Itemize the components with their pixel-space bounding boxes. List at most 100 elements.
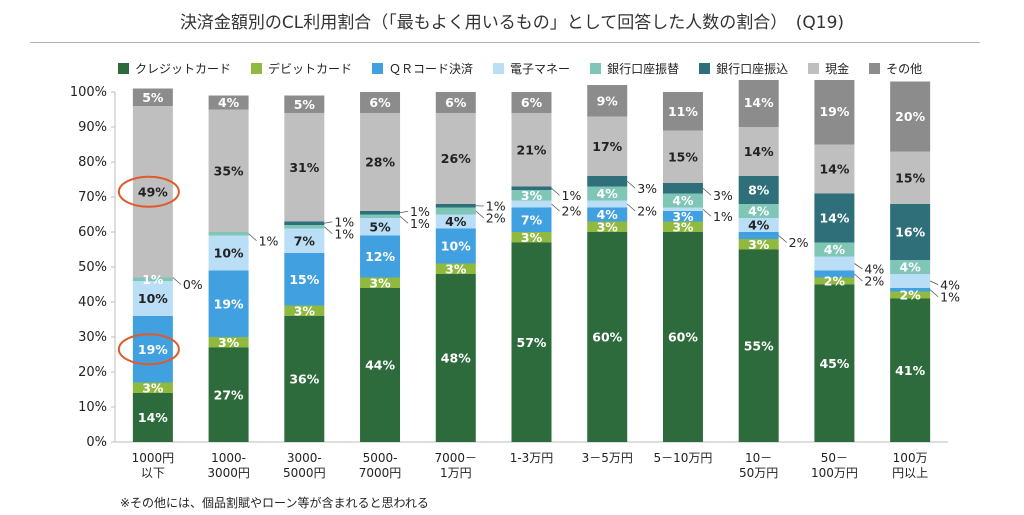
bar-segment [284,316,325,442]
bar-segment [284,225,325,229]
bar-segment [435,263,476,274]
leader-line [551,187,560,196]
bar-segment [511,190,552,201]
bar-data-label-outside: 2% [789,235,809,250]
y-tick-label: 10% [78,400,107,415]
bar-segment [511,186,552,190]
bar-segment [435,214,476,229]
bar-segment [360,288,401,442]
bar-segment [738,204,779,218]
bar-segment [814,277,855,285]
chart-footnote: ※その他には、個品割賦やローン等が含まれると思われる [120,496,429,510]
bar-segment [814,242,855,257]
x-tick-label: 10－ 50万円 [739,451,778,480]
bar-segment [132,281,173,316]
bar-segment [890,274,931,288]
bar-data-label-outside: 1% [562,188,582,203]
bar-segment [662,211,703,222]
chart-legend: クレジットカード デビットカード ＱＲコード決済 電子マネー 銀行口座振替 銀行口座振込 現… [118,58,978,78]
y-tick-label: 20% [78,365,107,380]
legend-item: 現金 [808,58,849,78]
bar-data-label: 15% [668,149,698,164]
bar-segment [132,393,173,442]
bar-data-label: 26% [441,151,471,166]
bar-segment [208,95,249,110]
legend-label: その他 [886,61,923,76]
bar-data-label: 8% [748,183,770,198]
bar-data-label: 19% [214,296,244,311]
bar-data-label: 35% [214,163,244,178]
leader-line [929,280,939,286]
leader-line [475,210,485,219]
bar-data-label: 31% [289,160,319,175]
bar-segment [662,193,703,208]
annotation-ellipse [117,333,180,366]
bar-segment [208,347,249,442]
bar-segment [132,88,173,106]
bar-segment [435,113,476,204]
bar-segment [890,288,931,292]
bar-data-label: 15% [895,170,925,185]
bar-data-label: 3% [445,261,467,276]
bar-segment [284,253,325,306]
leader-line [778,235,787,243]
bar-data-label-outside: 0% [183,277,203,292]
bar-data-label: 19% [138,342,168,357]
leader-line [551,203,560,212]
bar-segment [738,176,779,204]
bar-data-label: 4% [748,204,770,219]
bar-segment [435,92,476,113]
bar-segment [511,232,552,243]
legend-label: クレジットカード [135,61,232,76]
bar-segment [662,221,703,232]
bar-segment [208,232,249,236]
y-tick-label: 90% [78,120,107,135]
bar-data-label-outside: 1% [410,204,430,219]
bar-data-label: 4% [597,186,619,201]
bar-segment [587,186,628,201]
bar-data-label: 4% [900,260,922,275]
bar-segment [208,337,249,348]
bar-segment [814,270,855,278]
bar-segment [511,200,552,208]
bar-segment [587,221,628,232]
bar-segment [587,200,628,208]
bar-segment [284,228,325,253]
leader-line [324,221,333,224]
bar-data-label-outside: 2% [864,274,884,289]
bar-segment [511,207,552,232]
bar-data-label: 10% [138,291,168,306]
bar-segment [662,92,703,131]
bar-data-label: 12% [365,249,395,264]
legend-item: 電子マネー [493,58,570,78]
bar-data-label: 14% [819,211,849,226]
leader-line [172,277,182,285]
leader-line [399,210,409,214]
legend-label: 現金 [825,61,850,76]
bar-segment [738,232,779,239]
bar-data-label: 6% [445,95,467,110]
bar-data-label: 3% [218,335,240,350]
bar-segment [587,116,628,176]
bar-segment [814,193,855,243]
y-tick-label: 60% [78,225,107,240]
bar-segment [435,274,476,442]
bar-segment [738,239,779,250]
bar-segment [662,207,703,211]
bar-data-label-outside: 1% [486,199,506,214]
bar-data-label-outside: 4% [940,277,960,292]
legend-label: 銀行口座振込 [716,61,789,76]
bar-data-label-outside: 2% [486,211,506,226]
bar-data-label: 6% [369,95,391,110]
bar-data-label: 27% [214,387,244,402]
bar-data-label: 10% [441,239,471,254]
bar-segment [738,218,779,232]
bar-data-label: 2% [824,274,846,289]
bar-data-label: 4% [748,218,770,233]
legend-swatch [493,62,505,74]
legend-swatch [869,62,881,74]
leader-line [626,203,636,212]
leader-line [626,180,636,189]
leader-line [248,233,257,242]
legend-swatch [699,62,711,74]
